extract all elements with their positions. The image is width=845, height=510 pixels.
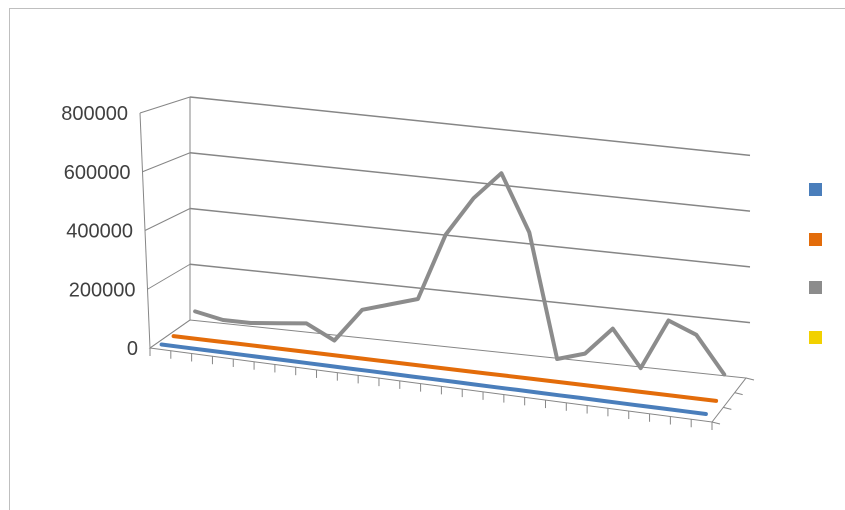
depth-tick: [723, 406, 732, 410]
chart-frame: [9, 8, 845, 510]
gridline: [189, 207, 751, 268]
gridlines: [139, 96, 751, 349]
legend-marker: [809, 233, 822, 246]
gridline-side: [147, 263, 191, 290]
chart-walls: [139, 97, 191, 349]
gridline-side: [139, 96, 191, 114]
y-tick-label: 800000: [61, 103, 128, 125]
y-tick-label: 400000: [66, 221, 133, 243]
y-tick-label: 200000: [69, 279, 136, 301]
y-tick-label: 600000: [64, 162, 131, 184]
gridline: [189, 152, 751, 212]
series-line: [193, 171, 727, 377]
legend-marker: [809, 183, 822, 196]
y-axis: 0 200000 400000 600000 800000: [61, 103, 138, 360]
legend-marker: [809, 331, 822, 344]
gridline: [189, 263, 751, 324]
x-axis-ticks: [149, 348, 755, 430]
series-line: [171, 334, 719, 403]
depth-tick: [734, 392, 743, 396]
gridline-side: [144, 208, 191, 231]
legend: [809, 183, 822, 344]
depth-tick: [711, 421, 721, 425]
gridline: [189, 96, 751, 157]
series-line: [159, 342, 708, 416]
gridline-side: [142, 152, 191, 173]
y-tick-label: 0: [127, 338, 138, 360]
legend-marker: [809, 281, 822, 294]
depth-tick: [745, 377, 755, 381]
series-group: [159, 171, 727, 416]
